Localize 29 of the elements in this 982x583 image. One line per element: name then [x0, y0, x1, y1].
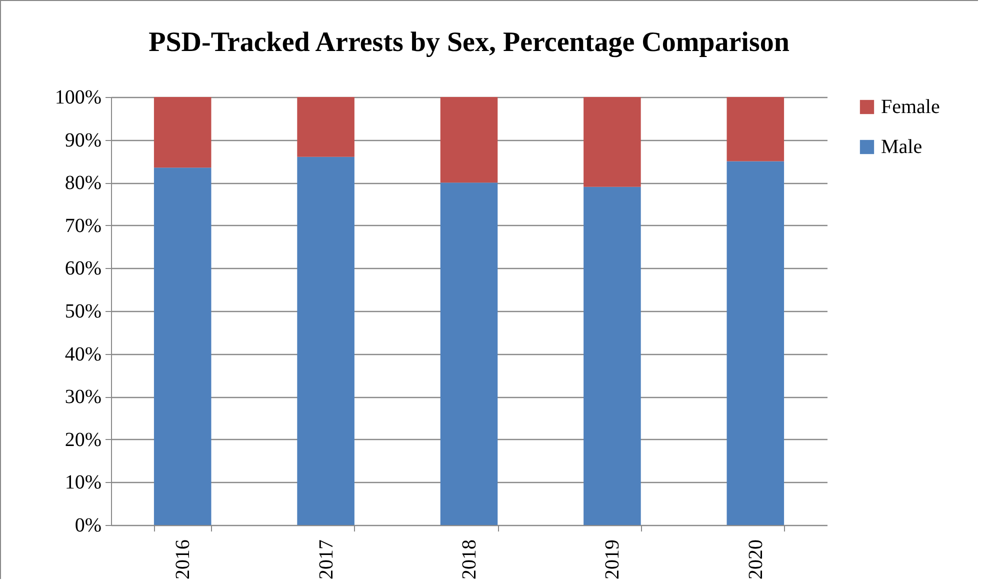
legend-label: Male	[881, 136, 922, 158]
y-tick-label: 10%	[64, 472, 102, 494]
bar	[584, 97, 641, 187]
bar	[297, 97, 354, 157]
bar	[440, 97, 498, 183]
bar	[440, 182, 498, 525]
x-tick-label: 2017	[315, 540, 338, 580]
bar	[297, 156, 354, 525]
y-tick-label: 80%	[64, 172, 102, 194]
y-tick-label: 90%	[64, 129, 102, 152]
y-tick-label: 70%	[64, 214, 102, 237]
bar	[726, 161, 784, 525]
y-tick-label: 50%	[64, 300, 102, 322]
y-tick-label: 100%	[54, 86, 102, 108]
y-tick-label: 30%	[64, 386, 102, 408]
y-tick-label: 0%	[74, 514, 102, 536]
y-tick-label: 40%	[64, 343, 102, 366]
chart-title: PSD-Tracked Arrests by Sex, Percentage Comparison	[148, 27, 790, 58]
bar	[154, 168, 212, 525]
x-tick-label: 2016	[172, 540, 194, 580]
bar	[584, 186, 641, 525]
y-tick-label: 60%	[64, 258, 102, 280]
x-tick-label: 2020	[744, 540, 767, 580]
legend-label: Female	[881, 96, 940, 118]
y-tick-label: 20%	[64, 428, 102, 451]
x-tick-label: 2019	[602, 540, 624, 580]
x-tick-label: 2018	[458, 540, 480, 580]
bar	[154, 97, 212, 168]
bar	[726, 97, 784, 162]
